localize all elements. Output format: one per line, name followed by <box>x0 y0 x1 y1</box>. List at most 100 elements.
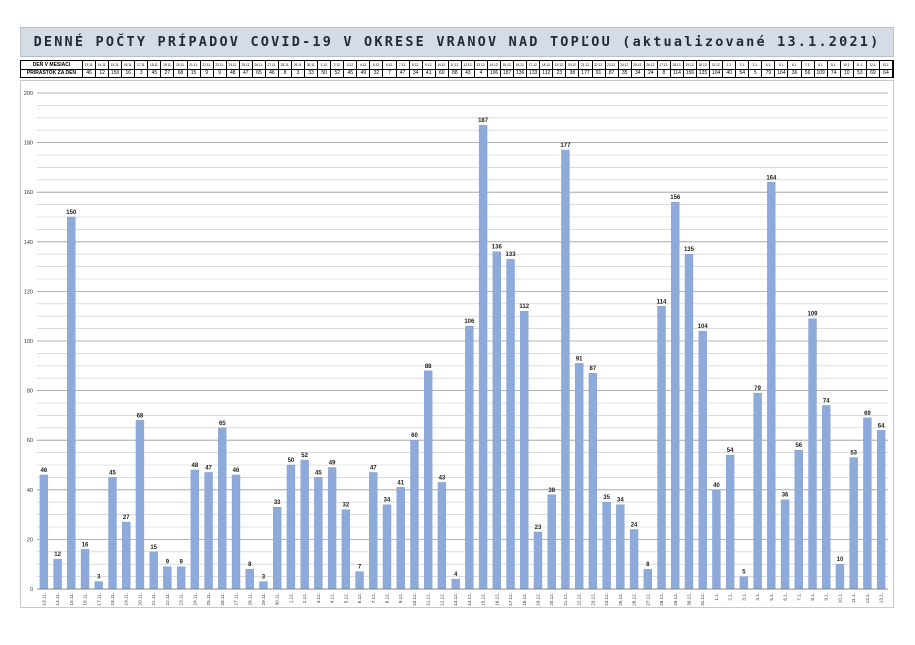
bar <box>478 125 488 590</box>
data-label: 54 <box>727 448 734 454</box>
bar <box>520 311 529 590</box>
data-label: 41 <box>397 480 404 486</box>
chart-frame <box>20 80 894 608</box>
table-date-cell: 22.11. <box>201 61 214 69</box>
table-value-cell: 104 <box>710 69 724 78</box>
table-date-cell: 27.12. <box>658 61 671 69</box>
table-row-dates: DEŇ V MESIACI 13.11. 14.11. 15.11. 16.11. 17… <box>21 61 893 70</box>
table-date-cell: 2.1. <box>736 61 750 69</box>
x-tick-label: 14.12. <box>467 593 472 606</box>
x-tick-label: 11.12. <box>426 593 431 605</box>
data-label: 60 <box>411 433 418 439</box>
x-tick-label: 8.12. <box>385 593 390 603</box>
table-value-cell: 156 <box>684 69 698 78</box>
table-date-cell: 4.1. <box>762 61 776 69</box>
data-label: 136 <box>492 245 503 251</box>
x-tick-label: 4.1. <box>755 593 760 601</box>
x-tick-label: 15.11. <box>69 593 74 605</box>
bar <box>410 440 419 590</box>
data-label: 177 <box>560 143 571 149</box>
chart-title-bar: DENNÉ POČTY PRÍPADOV COVID-19 V OKRESE V… <box>20 27 894 57</box>
data-label: 87 <box>590 366 597 372</box>
x-tick-label: 2.12. <box>302 593 307 603</box>
data-label: 47 <box>370 465 377 471</box>
bar <box>739 576 749 590</box>
x-tick-label: 28.12. <box>659 593 664 606</box>
table-date-cell: 8.12. <box>410 61 423 69</box>
table-date-cell: 11.12. <box>449 61 462 69</box>
bar <box>780 499 790 590</box>
chart-title: DENNÉ POČTY PRÍPADOV COVID-19 V OKRESE V… <box>33 34 881 50</box>
table-value-cell: 87 <box>606 69 619 78</box>
table-date-cell: 18.12. <box>540 61 554 69</box>
data-label: 8 <box>646 562 650 568</box>
data-label: 48 <box>192 463 199 469</box>
table-value-cell: 52 <box>331 69 345 78</box>
data-label: 40 <box>713 483 720 489</box>
table-value-cell: 150 <box>109 69 123 78</box>
bar <box>835 564 845 590</box>
bar <box>657 306 666 590</box>
bar <box>149 551 158 590</box>
x-tick-label: 5.12. <box>343 593 348 603</box>
data-label: 50 <box>288 458 295 464</box>
table-value-cell: 47 <box>240 69 253 78</box>
table-value-cell: 50 <box>318 69 332 78</box>
data-label: 135 <box>684 247 695 253</box>
data-label: 106 <box>464 319 475 325</box>
table-date-cell: 14.11. <box>96 61 110 69</box>
table-date-cell: 26.11. <box>253 61 266 69</box>
table-value-cell: 48 <box>227 69 240 78</box>
x-tick-label: 20.11. <box>137 593 142 605</box>
data-label: 12 <box>54 552 61 558</box>
y-tick-label: 80 <box>27 389 33 395</box>
table-value-cell: 36 <box>788 69 802 78</box>
x-tick-label: 1.1. <box>714 593 719 601</box>
table-value-cell: 23 <box>553 69 567 78</box>
x-tick-label: 29.11. <box>261 593 266 605</box>
bar <box>176 566 186 590</box>
x-tick-label: 30.11. <box>275 593 280 605</box>
data-label: 109 <box>808 312 819 318</box>
bar <box>822 405 831 590</box>
table-date-cell: 11.1. <box>854 61 867 69</box>
table-date-cell: 28.12. <box>671 61 684 69</box>
table-value-cell: 74 <box>828 69 841 78</box>
bar <box>863 417 872 590</box>
bar <box>204 472 213 590</box>
y-tick-label: 20 <box>27 537 33 543</box>
data-label: 53 <box>850 451 857 457</box>
data-label: 16 <box>82 542 89 548</box>
y-tick-label: 120 <box>24 289 33 295</box>
table-value-cell: 33 <box>305 69 319 78</box>
x-tick-label: 2.1. <box>728 593 733 601</box>
table-value-cell: 5 <box>749 69 763 78</box>
table-value-cell: 46 <box>266 69 279 78</box>
bar <box>190 469 200 590</box>
table-value-cell: 43 <box>462 69 475 78</box>
table-date-cell: 6.12. <box>383 61 397 69</box>
x-tick-label: 5.1. <box>769 593 774 601</box>
table-date-cell: 25.12. <box>632 61 645 69</box>
bar <box>876 430 886 590</box>
x-tick-label: 21.11. <box>151 593 156 605</box>
bar <box>725 454 735 590</box>
x-tick-label: 13.1. <box>879 593 884 603</box>
data-label: 46 <box>41 468 48 474</box>
table-value-cell: 135 <box>697 69 711 78</box>
x-tick-label: 12.12. <box>439 593 444 606</box>
x-tick-label: 17.12. <box>508 593 513 606</box>
bar <box>382 504 392 590</box>
table-value-cell: 69 <box>867 69 880 78</box>
y-tick-label: 160 <box>24 190 33 196</box>
bar <box>616 504 625 590</box>
table-date-cell: 9.1. <box>828 61 841 69</box>
bar <box>327 467 337 590</box>
bar <box>424 370 433 590</box>
data-label: 164 <box>766 175 777 181</box>
bar <box>698 330 707 590</box>
table-date-cell: 7.1. <box>802 61 815 69</box>
table-date-cell: 15.12. <box>501 61 515 69</box>
table-value-cell: 187 <box>501 69 515 78</box>
data-label: 38 <box>548 488 555 494</box>
